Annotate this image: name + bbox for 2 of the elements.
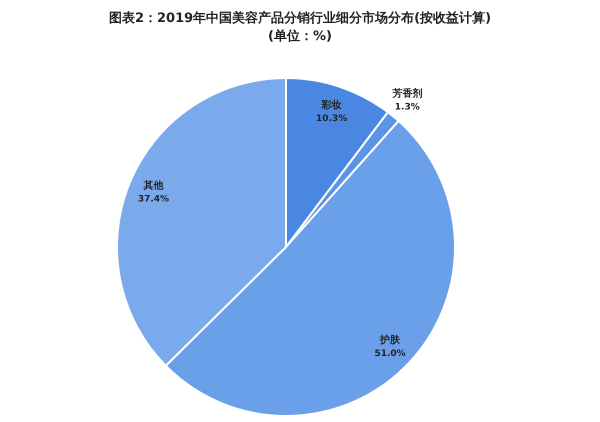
- title: 图表2：2019年中国美容产品分销行业细分市场分布(按收益计算): [108, 11, 492, 26]
- subtitle: (单位：%): [268, 29, 332, 44]
